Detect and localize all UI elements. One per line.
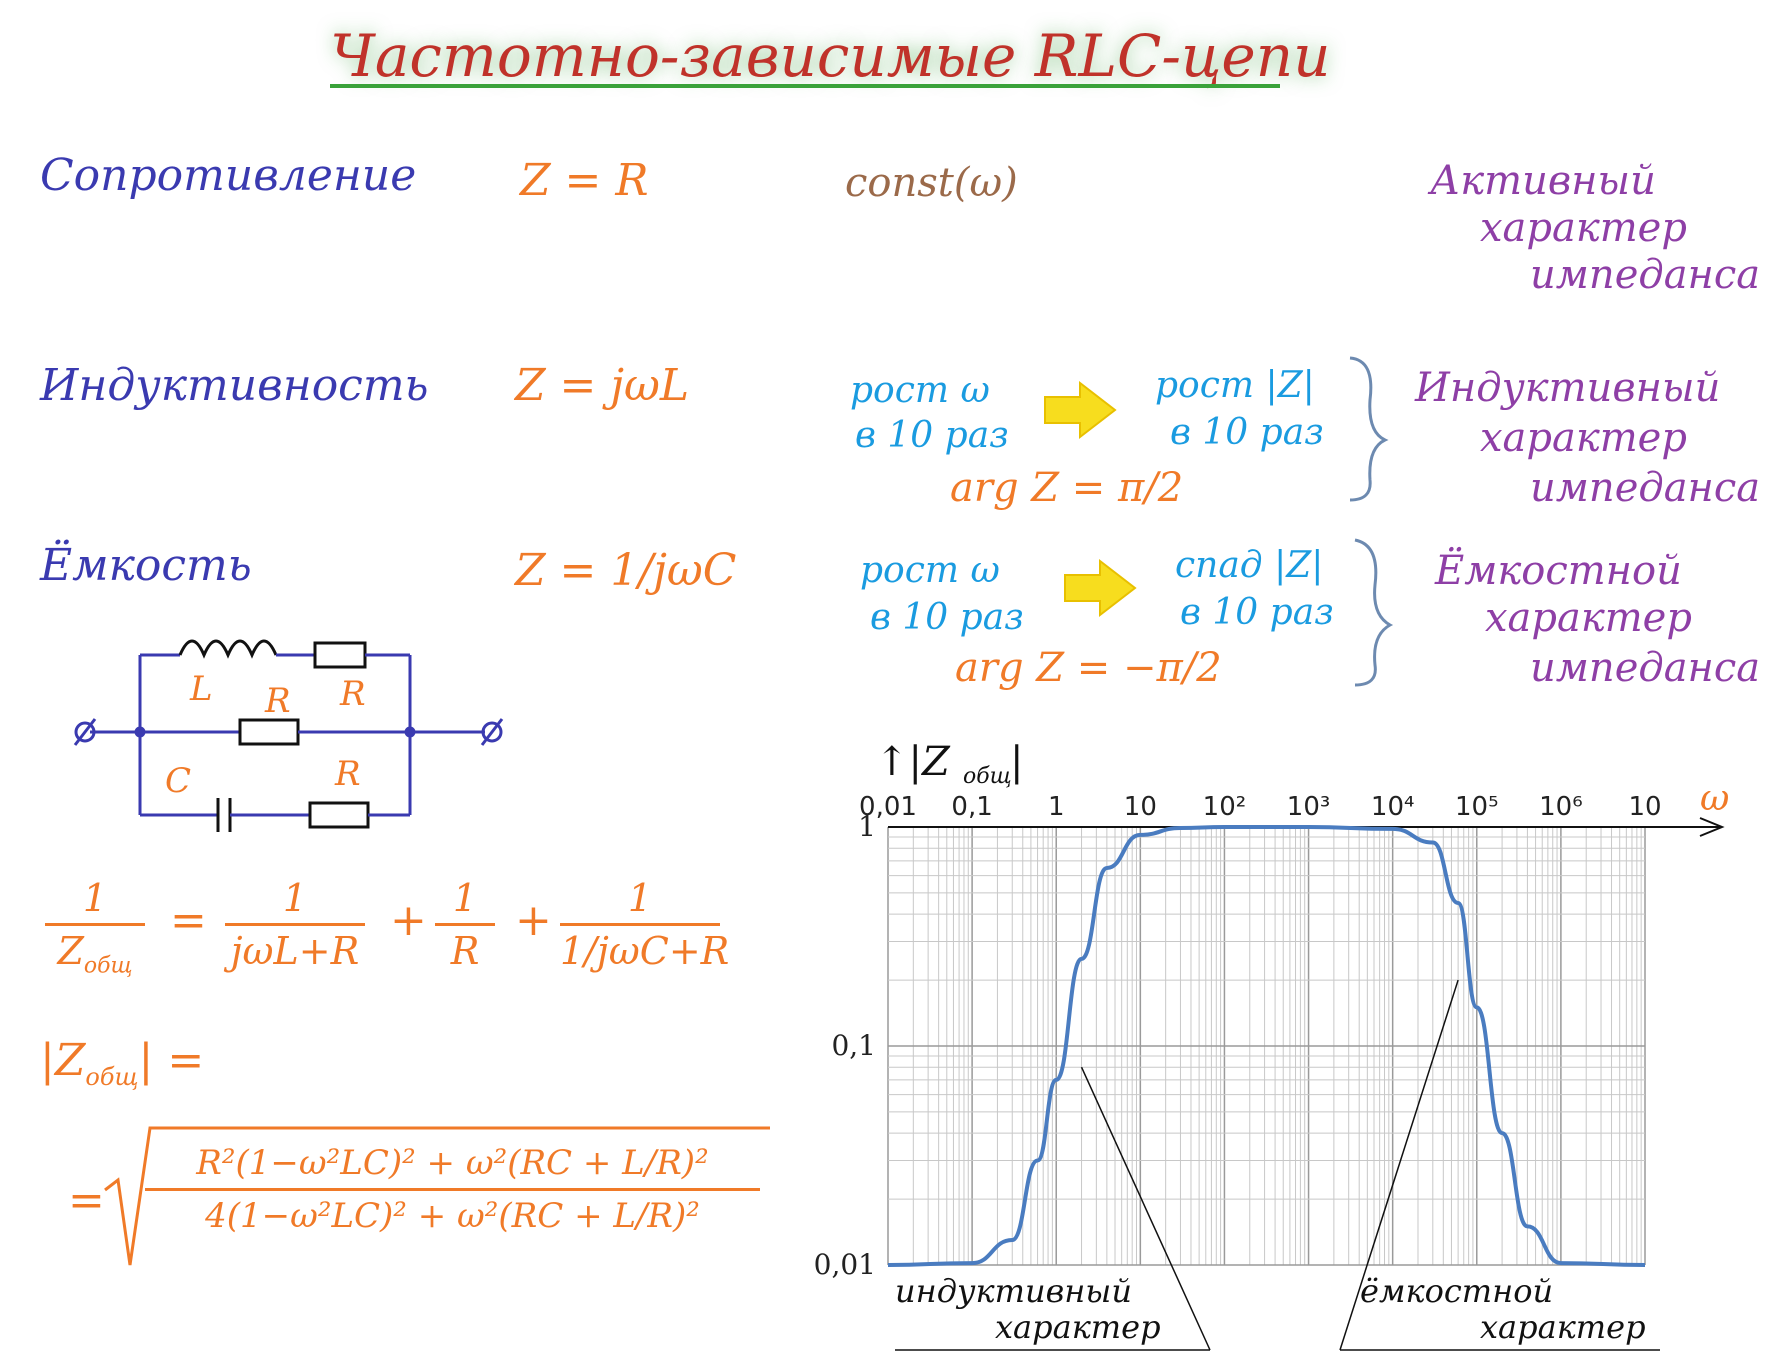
eq1-term2: 1 R (435, 875, 495, 974)
eq1-term2-num: 1 (452, 876, 478, 920)
x-tick-label: 10⁶ (1539, 792, 1583, 822)
annotation-capacitive-line1: ёмкостной (1360, 1272, 1553, 1310)
eq2-lhs-end: | = (138, 1035, 205, 1086)
annotation-pointer (1339, 979, 1459, 1351)
y-axis-label: ↑|Z (875, 739, 951, 785)
impedance-chart: 0,01 0,1 1 10 10² 10³ 10⁴ 10⁵ 10⁶ 10 1 0,1 0,01 ↑|Z об… (814, 739, 1729, 1351)
inductance-z-line2: в 10 раз (1170, 412, 1324, 453)
eq1-term3: 1 1/jωC+R (560, 875, 730, 974)
x-axis-label: ω (1700, 778, 1729, 819)
page-title: Частотно-зависимые RLC-цепи (330, 22, 1331, 90)
capacitance-arg: arg Z = −π/2 (955, 645, 1222, 691)
eq1-lhs-fraction: 1 Zобщ (45, 875, 145, 990)
x-axis-arrow-icon (1699, 817, 1725, 837)
eq1-term3-num: 1 (627, 876, 653, 920)
annotation-pointer (1080, 1066, 1211, 1351)
brace-icon (1354, 538, 1394, 687)
eq1-equals: = (170, 895, 207, 946)
circuit-label-R2: R (339, 674, 366, 714)
eq1-term1: 1 jωL+R (225, 875, 365, 974)
y-tick-label: 0,1 (831, 1029, 876, 1062)
eq1-plus2: + (515, 895, 552, 946)
inductance-omega-line1: рост ω (850, 370, 990, 411)
annotation-inductive-line1: индуктивный (895, 1272, 1132, 1310)
y-tick-label: 0,01 (814, 1248, 876, 1281)
y-axis-label-end: | (1010, 739, 1023, 785)
inductive-character-line1: Индуктивный (1415, 365, 1721, 411)
annotation-inductive-line2: характер (995, 1308, 1161, 1346)
capacitance-formula: Z = 1/jωC (515, 545, 737, 596)
y-tick-label: 1 (858, 810, 876, 843)
circuit-label-C: C (165, 761, 191, 801)
inductance-label: Индуктивность (40, 360, 429, 411)
eq2-fraction: R²(1−ω²LC)² + ω²(RC + L/R)² 4(1−ω²LC)² +… (145, 1140, 760, 1239)
capacitive-character-line1: Ёмкостной (1435, 548, 1682, 594)
circuit-label-R3: R (334, 754, 361, 794)
capacitance-z-line2: в 10 раз (1180, 592, 1334, 633)
eq1-lhs-num: 1 (82, 876, 108, 920)
x-tick-label: 10 (1628, 792, 1661, 822)
sqrt-sign (104, 1126, 770, 1266)
eq1-term3-den: 1/jωC+R (560, 929, 730, 973)
active-character-line2: характер (1480, 205, 1687, 251)
inductance-omega-line2: в 10 раз (855, 415, 1009, 456)
impedance-curve (887, 824, 1646, 1267)
eq1-term1-num: 1 (282, 876, 308, 920)
title-underline (330, 84, 1280, 88)
x-tick-label: 0,01 (859, 792, 917, 822)
eq1-term1-den: jωL+R (230, 929, 360, 973)
active-character-line1: Активный (1430, 158, 1656, 204)
arrow-icon (1044, 380, 1117, 440)
y-axis-label-sub: общ (963, 764, 1012, 789)
eq2-lhs-sub: общ (85, 1062, 139, 1091)
x-tick-label: 10³ (1287, 792, 1331, 822)
x-tick-label: 10⁴ (1371, 792, 1415, 822)
rlc-circuit (73, 639, 504, 832)
eq1-lhs-den: Z (57, 929, 84, 973)
eq2-den: 4(1−ω²LC)² + ω²(RC + L/R)² (205, 1196, 700, 1236)
circuit-label-L: L (189, 669, 213, 709)
inductance-formula: Z = jωL (515, 360, 690, 411)
resistance-note: const(ω) (845, 160, 1018, 206)
circuit-label-R1: R (264, 681, 291, 721)
capacitance-omega-line1: рост ω (860, 550, 1000, 591)
eq1-plus1: + (390, 895, 427, 946)
x-tick-label: 10 (1124, 792, 1157, 822)
x-tick-label: 10⁵ (1455, 792, 1499, 822)
active-character-line3: импеданса (1530, 252, 1761, 298)
eq2-num: R²(1−ω²LC)² + ω²(RC + L/R)² (196, 1143, 709, 1183)
resistance-formula: Z = R (520, 155, 649, 206)
inductive-character-line2: характер (1480, 415, 1687, 461)
inductive-character-line3: импеданса (1530, 465, 1761, 511)
eq2-lhs-start: |Z (40, 1035, 86, 1086)
eq2-lhs: |Zобщ| = (40, 1035, 204, 1091)
x-tick-label: 10² (1203, 792, 1247, 822)
eq1-lhs-sub: общ (83, 953, 133, 979)
capacitance-omega-line2: в 10 раз (870, 597, 1024, 638)
brace-icon (1349, 356, 1389, 502)
eq2-equals: = (68, 1175, 105, 1226)
arrow-icon (1064, 558, 1137, 618)
capacitance-z-line1: спад |Z| (1175, 545, 1324, 586)
capacitance-label: Ёмкость (40, 540, 252, 591)
inductance-arg: arg Z = π/2 (950, 465, 1184, 511)
eq1-term2-den: R (450, 929, 480, 973)
annotation-capacitive-line2: характер (1480, 1308, 1646, 1346)
inductance-z-line1: рост |Z| (1155, 365, 1315, 406)
resistance-label: Сопротивление (40, 150, 417, 201)
capacitive-character-line2: характер (1485, 595, 1692, 641)
x-tick-label: 1 (1048, 792, 1065, 822)
capacitive-character-line3: импеданса (1530, 645, 1761, 691)
x-tick-label: 0,1 (951, 792, 992, 822)
